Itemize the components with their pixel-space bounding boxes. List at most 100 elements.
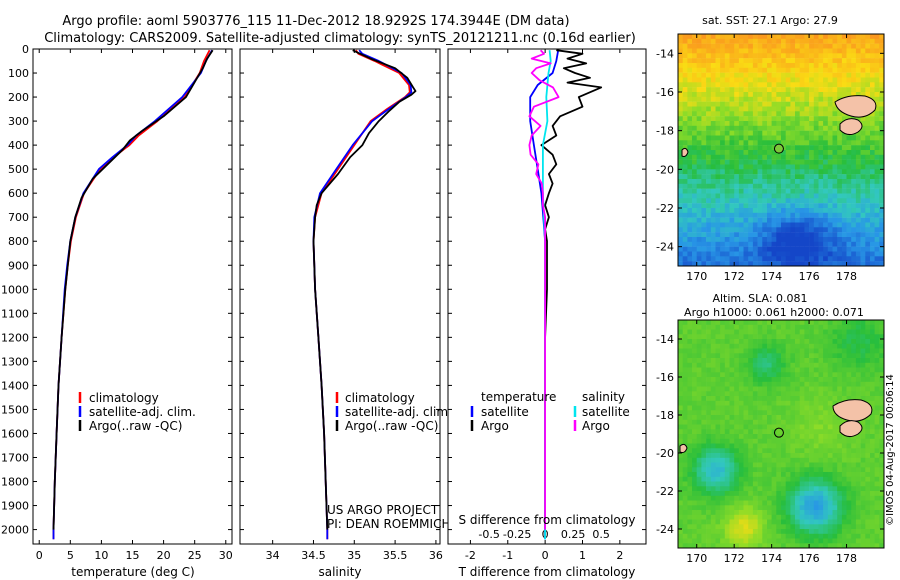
sst-cell xyxy=(870,87,875,93)
sla-cell xyxy=(762,353,768,359)
sst-cell xyxy=(855,222,861,228)
sla-cell xyxy=(795,367,800,373)
sla-cell xyxy=(762,358,768,363)
sst-cell xyxy=(776,43,782,49)
sla-cell xyxy=(874,377,880,382)
sla-cell xyxy=(785,519,791,525)
sla-cell xyxy=(682,362,688,368)
sst-cell xyxy=(743,217,749,223)
sst-cell xyxy=(687,203,693,209)
sst-cell xyxy=(734,212,740,218)
sst-cell xyxy=(818,154,824,160)
sla-cell xyxy=(809,472,815,477)
sst-cell xyxy=(837,193,843,199)
sst-cell xyxy=(804,183,810,189)
sst-cell xyxy=(710,251,716,257)
sst-cell xyxy=(799,188,805,194)
sla-cell xyxy=(706,381,712,387)
sst-cell xyxy=(762,217,768,223)
sla-cell xyxy=(724,367,730,373)
sst-cell xyxy=(771,183,777,189)
sst-cell xyxy=(701,222,707,228)
sla-cell xyxy=(781,343,786,349)
sst-cell xyxy=(738,159,744,165)
sst-cell xyxy=(776,38,782,44)
sla-cell xyxy=(818,381,824,387)
sla-cell xyxy=(851,334,857,340)
sst-cell xyxy=(851,251,857,257)
sla-cell xyxy=(870,367,875,373)
sla-cell xyxy=(851,386,857,392)
sst-cell xyxy=(795,193,800,199)
sst-cell xyxy=(790,174,796,180)
sla-cell xyxy=(748,343,754,349)
sla-cell xyxy=(827,386,833,392)
sla-cell xyxy=(682,457,688,463)
sst-cell xyxy=(752,241,758,247)
sst-cell xyxy=(729,183,735,189)
sst-cell xyxy=(762,193,768,199)
sst-cell xyxy=(790,38,796,44)
sst-cell xyxy=(696,106,702,112)
sst-cell xyxy=(729,208,735,214)
sst-cell xyxy=(790,101,796,107)
sst-cell xyxy=(701,217,707,223)
sst-cell xyxy=(767,150,772,156)
sla-cell xyxy=(813,510,819,515)
sla-cell xyxy=(678,343,683,349)
sla-cell xyxy=(743,505,749,511)
sst-cell xyxy=(804,164,810,170)
sla-cell xyxy=(870,438,875,444)
sst-cell xyxy=(692,256,697,262)
sla-cell xyxy=(687,362,693,368)
sla-cell xyxy=(724,519,730,525)
sst-cell xyxy=(734,53,740,59)
sst-cell xyxy=(837,222,843,228)
sst-cell xyxy=(799,48,805,54)
sla-cell xyxy=(818,519,824,525)
sla-cell xyxy=(767,453,772,458)
sst-cell xyxy=(879,38,884,44)
sst-cell xyxy=(738,237,744,243)
sla-cell xyxy=(729,339,735,344)
sst-cell xyxy=(738,106,744,112)
sst-cell xyxy=(767,87,772,93)
map-y-tick-label: -22 xyxy=(656,485,674,498)
sla-cell xyxy=(790,514,796,520)
sla-cell xyxy=(795,329,800,335)
sla-cell xyxy=(837,358,843,363)
sst-cell xyxy=(874,183,880,189)
sst-cell xyxy=(767,164,772,170)
sla-cell xyxy=(818,405,824,411)
sla-cell xyxy=(757,491,763,496)
sla-cell xyxy=(738,381,744,387)
sla-cell xyxy=(776,491,782,496)
sst-cell xyxy=(804,135,810,141)
sla-cell xyxy=(860,381,866,387)
sst-cell xyxy=(785,169,791,175)
sst-cell xyxy=(879,106,884,112)
sst-cell xyxy=(837,227,843,233)
sla-cell xyxy=(841,339,847,344)
sla-cell xyxy=(804,514,810,520)
sla-cell xyxy=(837,372,843,378)
sla-cell xyxy=(729,486,735,492)
sst-cell xyxy=(720,241,726,247)
sla-cell xyxy=(865,329,871,335)
sla-cell xyxy=(767,320,772,325)
sst-cell xyxy=(795,135,800,141)
sst-cell xyxy=(865,261,871,266)
sla-cell xyxy=(738,486,744,492)
sst-cell xyxy=(818,96,824,102)
sst-cell xyxy=(767,82,772,88)
sla-cell xyxy=(748,481,754,487)
sla-cell xyxy=(682,514,688,520)
sla-cell xyxy=(752,438,758,444)
sla-cell xyxy=(865,372,871,378)
sla-cell xyxy=(785,362,791,368)
sst-cell xyxy=(729,169,735,175)
sla-cell xyxy=(837,419,843,425)
sla-cell xyxy=(706,329,712,335)
sst-cell xyxy=(692,92,697,98)
sst-cell xyxy=(823,116,829,122)
